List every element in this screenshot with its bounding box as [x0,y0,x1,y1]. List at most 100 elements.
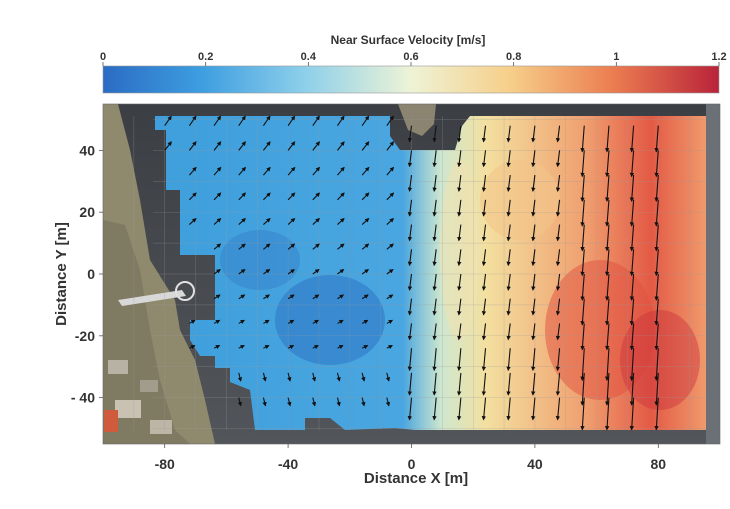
velocity-arrow [580,323,585,351]
velocity-arrow [580,175,585,202]
velocity-arrow [432,348,437,372]
velocity-arrow [506,372,511,396]
velocity-arrow [361,217,370,225]
velocity-arrow [432,372,437,396]
velocity-arrow [654,224,659,252]
velocity-arrow [531,323,536,341]
velocity-arrow [432,273,437,291]
velocity-arrow [386,294,394,300]
velocity-arrow [213,217,222,225]
velocity-arrow [457,273,462,291]
velocity-arrow [361,294,369,300]
velocity-arrow [189,345,196,350]
y-tick-label: 20 [79,204,95,220]
velocity-arrow [654,323,659,351]
velocity-arrow [386,243,394,250]
velocity-arrow [407,372,413,396]
y-tick-label: - 40 [71,390,95,406]
velocity-arrow [457,125,462,143]
velocity-arrow [531,199,536,217]
velocity-arrow [481,372,487,396]
velocity-arrow [580,298,585,326]
velocity-arrow [386,166,395,176]
velocity-arrow [629,249,635,277]
velocity-arrow [457,249,462,267]
plot-area [102,103,721,445]
velocity-arrow [555,348,561,372]
velocity-arrow [337,345,344,350]
velocity-arrow [580,372,585,406]
x-tick-label: 80 [651,456,667,472]
velocity-arrow [555,273,561,291]
velocity-arrow [213,115,222,126]
velocity-arrow [432,323,437,341]
velocity-arrow [287,345,295,350]
velocity-arrow [531,298,536,316]
x-tick-label: 0 [408,456,416,472]
y-axis-label: Distance Y [m] [53,222,70,326]
velocity-arrow [188,115,197,126]
velocity-arrow [605,150,610,178]
velocity-arrow [481,397,487,421]
velocity-arrow [654,397,659,431]
velocity-arrow [287,372,292,382]
velocity-arrow [605,125,610,153]
velocity-arrow [287,115,296,126]
velocity-arrow [407,397,413,421]
velocity-arrow [312,243,320,250]
colorbar-tick-label: 1 [613,51,619,63]
velocity-arrow [407,249,413,267]
velocity-arrow [605,224,610,252]
velocity-arrow [263,166,271,176]
velocity-arrow [361,166,370,176]
velocity-arrow [457,298,462,316]
velocity-arrow [605,323,610,351]
velocity-arrow [386,345,393,350]
velocity-arrow [506,397,511,421]
velocity-arrow [629,150,635,178]
x-tick-label: -80 [155,456,175,472]
velocity-arrow [481,199,487,217]
velocity-arrow [456,397,462,421]
velocity-arrow [262,372,267,382]
velocity-arrow [238,217,246,225]
velocity-arrow [238,243,246,250]
velocity-arrow [506,150,511,168]
velocity-arrow [432,125,437,143]
velocity-arrow [432,298,437,316]
velocity-arrow [407,125,413,143]
velocity-arrow [262,141,271,151]
velocity-arrow [604,372,610,406]
island [398,104,436,136]
colorbar-title: Near Surface Velocity [m/s] [331,33,486,47]
velocity-arrow [188,141,197,151]
velocity-arrow [287,192,296,201]
velocity-arrow [386,141,395,151]
velocity-arrow [605,298,610,326]
velocity-arrow [605,249,610,277]
velocity-arrow [337,166,345,176]
velocity-arrow [337,319,344,324]
velocity-arrow [555,249,561,267]
velocity-arrow [506,199,511,217]
buildings-area [103,220,190,444]
velocity-arrow [312,345,319,350]
velocity-arrow [531,150,536,168]
velocity-arrow [432,224,437,242]
velocity-arrow [555,150,561,168]
velocity-arrow [263,217,271,225]
velocity-arrow [654,372,659,406]
velocity-arrow [580,199,585,227]
velocity-arrow [605,273,610,301]
velocity-arrow [481,323,487,341]
velocity-arrow [337,217,345,225]
velocity-arrow [629,348,635,382]
velocity-arrow [407,224,413,242]
velocity-arrow [457,224,462,242]
velocity-arrow [312,294,320,300]
velocity-arrow [263,294,271,300]
velocity-arrow [432,175,437,192]
velocity-arrow [263,319,270,324]
velocity-arrow [531,397,536,421]
velocity-arrow [386,217,395,225]
